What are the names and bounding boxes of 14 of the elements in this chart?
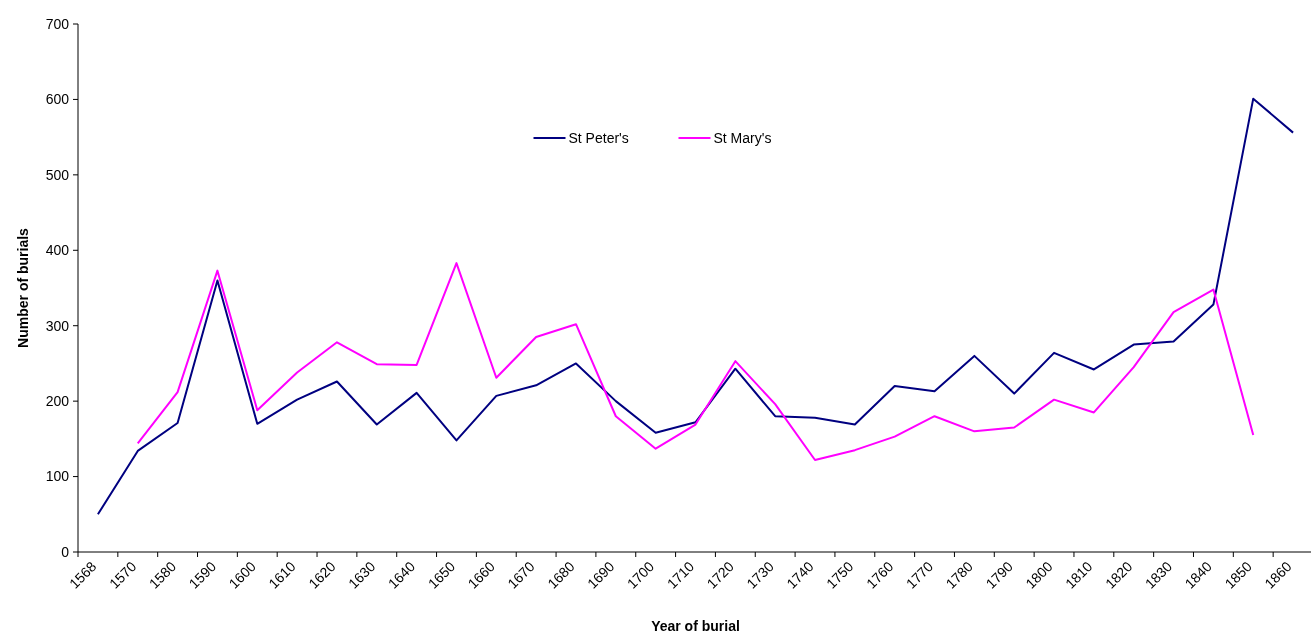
y-tick-label: 400 <box>45 242 70 259</box>
y-tick-label: 300 <box>45 317 70 334</box>
line-series <box>96 97 1295 516</box>
y-tick-label: 600 <box>45 91 70 108</box>
y-axis-title: Number of burials <box>15 227 31 348</box>
y-tick-label: 100 <box>45 468 70 485</box>
x-axis-title: Year of burial <box>651 618 740 634</box>
legend-label: St Peter's <box>568 129 629 146</box>
y-tick-label: 200 <box>45 393 70 410</box>
y-tick-label: 700 <box>45 15 70 32</box>
y-tick-label: 500 <box>45 166 70 183</box>
y-tick-label: 0 <box>61 543 70 560</box>
legend-label: St Mary's <box>713 129 772 146</box>
line-series <box>136 262 1255 461</box>
